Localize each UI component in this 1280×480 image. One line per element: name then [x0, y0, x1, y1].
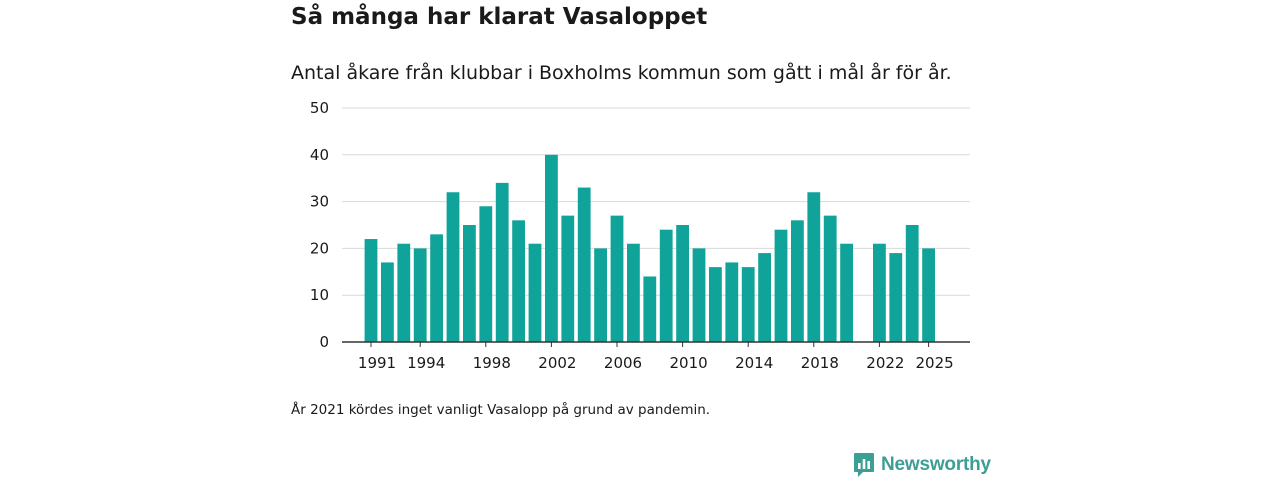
bar-2018 [807, 192, 821, 342]
x-axis-ticks: 1991 1994 1998 2002 2006 2010 2014 2018 2022 2025 [358, 342, 954, 372]
bar-2024 [905, 225, 919, 342]
x-tick-label: 2002 [538, 354, 576, 372]
bar-2020 [840, 243, 853, 342]
bar-2025 [922, 248, 935, 342]
bar-1998 [479, 206, 493, 342]
y-tick-label: 50 [310, 99, 329, 117]
bar-2002 [545, 154, 558, 342]
bar-2005 [594, 248, 607, 342]
chart-title: Så många har klarat Vasaloppet [291, 4, 708, 30]
newsworthy-logo-icon [854, 453, 874, 477]
bar-1993 [397, 243, 411, 342]
bar-2022 [873, 243, 886, 342]
y-axis-ticks: 0 10 20 30 40 50 [310, 99, 329, 351]
x-tick-label: 2010 [670, 354, 708, 372]
bar-2016 [774, 229, 788, 342]
bar-1995 [430, 234, 443, 342]
bar-2009 [659, 229, 673, 342]
bar-2019 [823, 215, 837, 342]
x-tick-label: 1991 [358, 354, 396, 372]
bar-1992 [381, 262, 394, 342]
y-tick-label: 30 [310, 193, 329, 211]
bar-chart: 0 10 20 30 40 50 1991 1994 1998 2002 2006 2010 2014… [310, 99, 970, 372]
bar-2010 [676, 225, 689, 342]
bar-2014 [741, 267, 755, 342]
bar-2012 [709, 267, 722, 342]
bar-2013 [725, 262, 739, 342]
bar-2015 [758, 253, 771, 342]
bar-2011 [692, 248, 706, 342]
x-tick-label: 1994 [407, 354, 445, 372]
bar-2023 [889, 253, 903, 342]
footnote: År 2021 kördes inget vanligt Vasalopp på… [291, 402, 711, 418]
x-tick-label: 2014 [735, 354, 773, 372]
newsworthy-brand[interactable]: Newsworthy [853, 452, 991, 478]
bar-2017 [791, 220, 804, 342]
x-tick-label: 2018 [801, 354, 839, 372]
bar-1999 [495, 182, 509, 342]
y-tick-label: 0 [319, 333, 329, 351]
brand-name: Newsworthy [881, 454, 991, 475]
y-tick-label: 10 [310, 286, 329, 304]
bars [364, 154, 935, 342]
bar-1996 [446, 192, 460, 342]
bar-2000 [512, 220, 525, 342]
bar-1994 [413, 248, 427, 342]
x-tick-label: 2025 [916, 354, 954, 372]
y-tick-label: 40 [310, 146, 329, 164]
bar-2006 [610, 215, 624, 342]
bar-2007 [627, 243, 640, 342]
bar-2003 [561, 215, 575, 342]
chart-subtitle: Antal åkare från klubbar i Boxholms komm… [291, 62, 952, 84]
y-tick-label: 20 [310, 239, 329, 257]
x-tick-label: 2006 [604, 354, 642, 372]
bar-2001 [528, 243, 542, 342]
bar-1997 [463, 225, 476, 342]
bar-1991 [364, 239, 378, 342]
x-tick-label: 1998 [473, 354, 511, 372]
bar-2008 [643, 276, 657, 342]
x-tick-label: 2022 [866, 354, 904, 372]
bar-2004 [577, 187, 591, 342]
